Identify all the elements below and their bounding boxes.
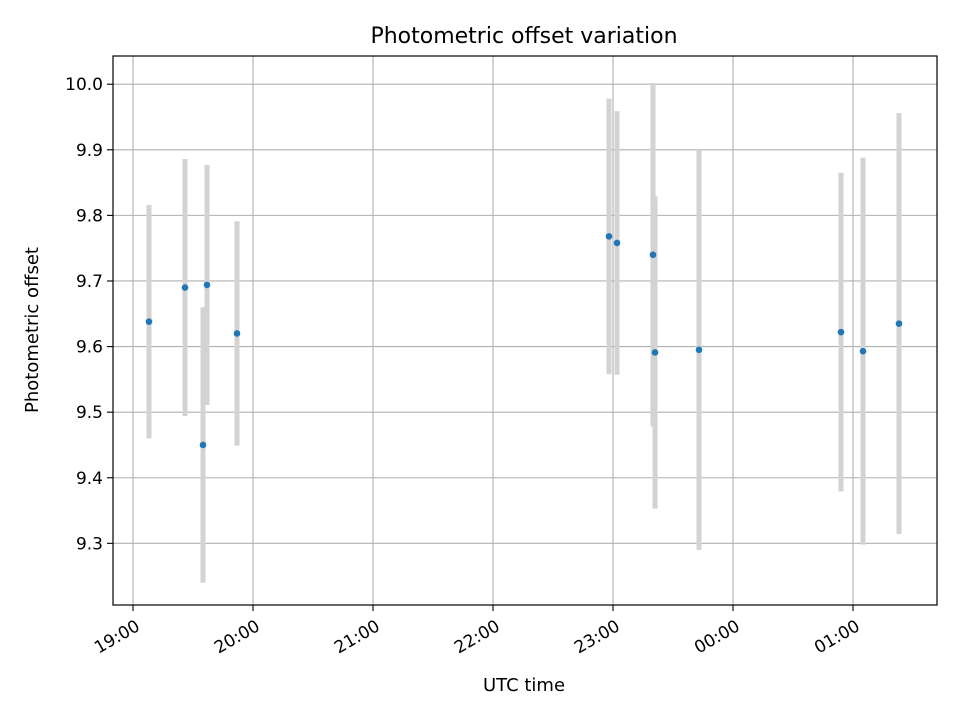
data-point xyxy=(181,284,189,291)
data-point xyxy=(859,347,867,355)
y-tick-label: 9.5 xyxy=(76,403,103,423)
data-point xyxy=(695,346,703,354)
data-point xyxy=(651,349,659,356)
data-point xyxy=(145,318,153,325)
x-axis-label: UTC time xyxy=(483,675,565,696)
chart-title: Photometric offset variation xyxy=(370,24,677,49)
y-tick-label: 9.9 xyxy=(76,141,103,161)
data-point xyxy=(649,251,657,259)
plot-frame xyxy=(112,55,938,606)
y-tick-label: 9.8 xyxy=(76,206,103,226)
data-point xyxy=(895,320,903,327)
data-point xyxy=(837,328,845,336)
y-tick-label: 9.6 xyxy=(76,338,103,358)
data-point xyxy=(605,233,613,240)
y-axis-label: Photometric offset xyxy=(22,247,43,413)
data-point xyxy=(233,330,241,337)
data-point xyxy=(613,239,621,247)
y-tick-label: 10.0 xyxy=(65,75,103,95)
data-points xyxy=(145,233,903,449)
y-tick-label: 9.3 xyxy=(76,534,103,554)
data-point xyxy=(203,281,211,289)
grid xyxy=(113,56,937,605)
data-point xyxy=(199,441,207,449)
y-axis-ticks: 9.3 9.4 9.5 9.6 9.7 9.8 9.9 10.0 xyxy=(65,75,113,554)
y-tick-label: 9.4 xyxy=(76,469,103,489)
y-tick-label: 9.7 xyxy=(76,272,103,292)
